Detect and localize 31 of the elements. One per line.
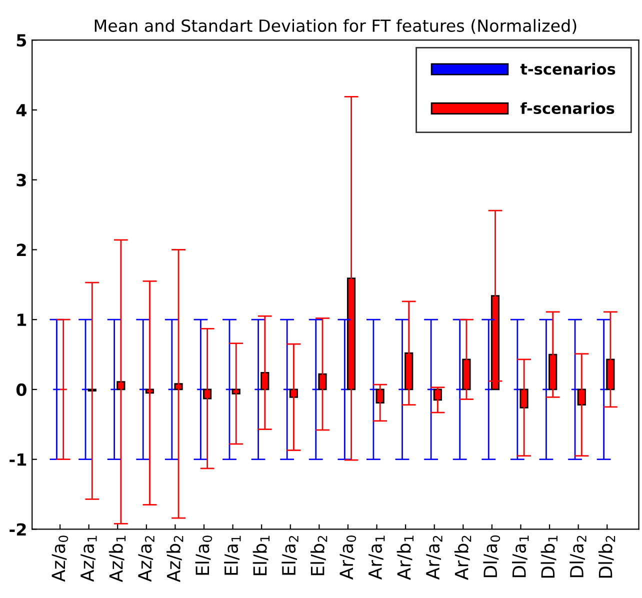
- x-tick-label: Dl/b$_{2}$: [598, 536, 616, 578]
- x-tick-label: Dl/a$_{2}$: [570, 536, 586, 578]
- x-tick-label: Az/a$_{0}$: [52, 536, 68, 582]
- x-tick-label: Dl/a$_{0}$: [483, 535, 500, 578]
- x-tick-label: El/b$_{2}$: [310, 536, 328, 576]
- y-tick-label: -1: [10, 454, 26, 466]
- x-tick-label: El/a$_{2}$: [282, 536, 298, 575]
- x-tick-label: El/a$_{0}$: [195, 536, 212, 575]
- y-tick-label: 1: [18, 314, 26, 326]
- y-tick-label: 3: [16, 174, 26, 186]
- x-tick-label: Ar/a$_{1}$: [368, 536, 385, 580]
- y-tick-label: 4: [16, 104, 26, 116]
- y-tick-label: 0: [16, 383, 26, 396]
- legend-label: t-scenarios: [520, 62, 616, 75]
- y-tick-label: 2: [16, 244, 26, 256]
- x-tick-label: Az/a$_{2}$: [138, 536, 154, 582]
- legend-label: f-scenarios: [520, 102, 614, 114]
- y-tick-label: 5: [16, 34, 26, 47]
- x-tick-label: Az/b$_{1}$: [108, 536, 126, 582]
- x-tick-label: Dl/a$_{1}$: [512, 536, 529, 578]
- x-tick-label: Ar/a$_{0}$: [340, 535, 356, 580]
- x-tick-label: Ar/a$_{2}$: [426, 536, 442, 580]
- x-tick-label: Dl/b$_{1}$: [540, 536, 558, 578]
- x-tick-label: Az/a$_{1}$: [80, 536, 97, 582]
- x-tick-label: El/b$_{1}$: [252, 536, 270, 576]
- x-tick-label: Az/b$_{2}$: [166, 536, 184, 582]
- x-tick-label: El/a$_{1}$: [224, 536, 241, 575]
- x-tick-label: Ar/b$_{1}$: [396, 536, 414, 580]
- x-tick-label: Ar/b$_{2}$: [454, 536, 472, 580]
- y-tick-label: -2: [10, 523, 26, 536]
- chart-title: Mean and Standart Deviation for FT features (Normalized): [94, 19, 576, 34]
